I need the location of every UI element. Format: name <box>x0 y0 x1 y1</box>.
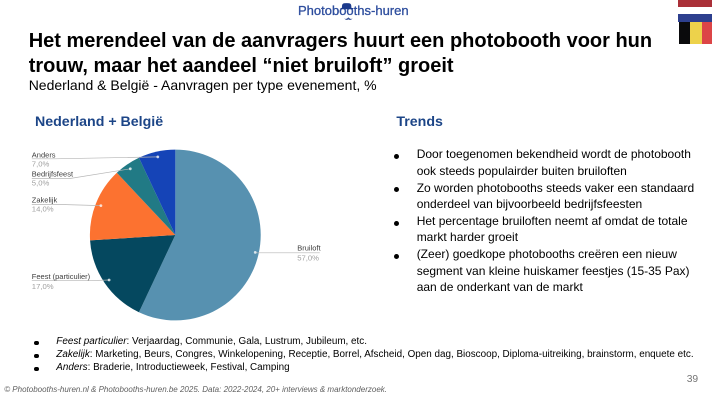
svg-text:Anders: Anders <box>32 151 56 160</box>
svg-text:5,0%: 5,0% <box>32 178 50 187</box>
svg-text:Bruiloft: Bruiloft <box>297 244 321 253</box>
svg-text:Bedrijfsfeest: Bedrijfsfeest <box>32 170 74 179</box>
svg-text:14,0%: 14,0% <box>32 205 54 214</box>
svg-text:Zakelijk: Zakelijk <box>32 196 58 205</box>
svg-text:7,0%: 7,0% <box>32 160 50 169</box>
svg-text:17,0%: 17,0% <box>32 282 54 291</box>
svg-text:Feest (particulier): Feest (particulier) <box>32 272 91 281</box>
svg-text:57,0%: 57,0% <box>297 254 319 263</box>
